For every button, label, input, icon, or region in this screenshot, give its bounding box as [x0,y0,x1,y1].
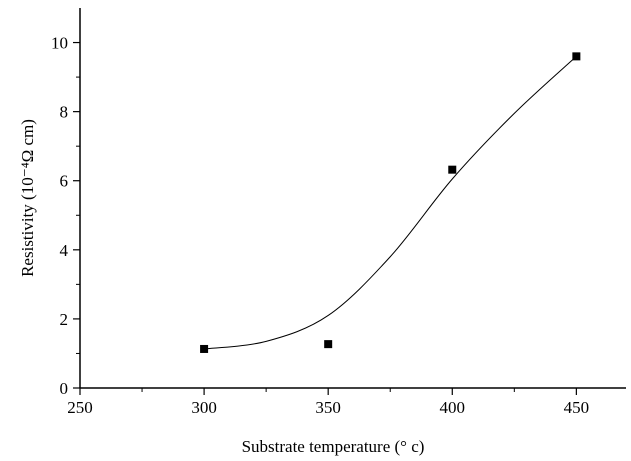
x-tick-label: 300 [191,398,217,417]
y-tick-label: 4 [60,241,69,260]
y-axis-unit: (10⁻⁴Ω cm) [18,119,37,200]
data-point [572,52,581,61]
plot-area [79,8,626,389]
data-point [448,165,457,174]
x-axis-title-text: Substrate temperature [242,437,391,456]
y-tick-label: 8 [60,103,69,122]
x-tick-label: 250 [67,398,93,417]
data-point [200,344,209,353]
y-tick-label: 10 [51,34,68,53]
fit-curve [204,55,577,350]
x-tick-label: 450 [564,398,590,417]
x-axis-tick-labels: 250 300 350 400 450 [67,398,589,417]
y-tick-label: 6 [60,172,69,191]
x-tick-label: 400 [440,398,466,417]
y-axis-title: Resistivity (10⁻⁴Ω cm) [18,119,37,277]
y-tick-label: 2 [60,310,69,329]
x-axis-title: Substrate temperature (° c) [242,437,425,456]
y-axis-ticks [73,41,80,389]
data-points [200,52,581,353]
y-axis-tick-labels: 0 2 4 6 8 10 [51,34,69,398]
y-axis-title-text: Resistivity [18,204,37,277]
data-point [324,340,333,349]
x-tick-label: 350 [315,398,341,417]
x-axis-unit: (° c) [395,437,425,456]
y-tick-label: 0 [60,379,69,398]
x-axis-ticks [79,388,577,395]
